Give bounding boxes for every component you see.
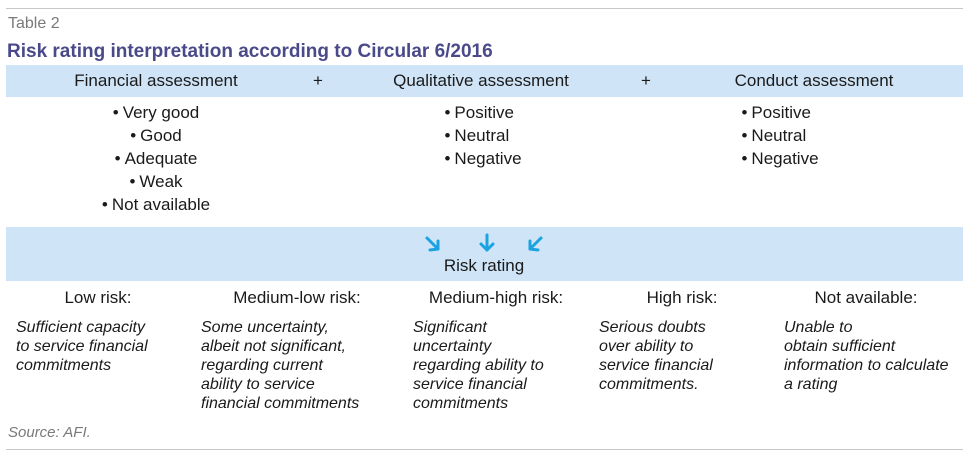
list-item: • Neutral	[444, 126, 510, 145]
list-item: • Very good	[112, 103, 200, 122]
table-title: Risk rating interpretation according to …	[7, 41, 493, 62]
list-item: • Negative	[741, 149, 819, 168]
list-item: • Negative	[444, 149, 522, 168]
rating-medium-low-risk-label: Medium-low risk:	[233, 288, 361, 307]
table-label: Table 2	[8, 15, 60, 32]
arrow-down-right-icon	[425, 236, 440, 252]
bullet-icon: •	[112, 103, 119, 122]
list-item: • Adequate	[114, 149, 198, 168]
risk-rating-band	[6, 227, 963, 281]
bullet-icon: •	[741, 103, 748, 122]
bottom-rule	[6, 449, 963, 450]
bullet-icon: •	[444, 103, 451, 122]
list-item: • Positive	[444, 103, 514, 122]
bullet-icon: •	[444, 149, 451, 168]
risk-rating-label: Risk rating	[443, 256, 525, 275]
bullet-icon: •	[129, 172, 136, 191]
financial-assessment-list: • Very good • Good • Adequate • Weak • Not av…	[102, 101, 210, 216]
bullet-icon: •	[101, 195, 108, 214]
bullet-icon: •	[130, 126, 137, 145]
arrow-down-left-icon	[528, 236, 543, 252]
rating-high-risk-description: Serious doubts over ability to service fin…	[599, 319, 713, 393]
list-item: • Neutral	[741, 126, 807, 145]
rating-medium-high-risk-description: Significant uncertainty regarding ability …	[413, 319, 544, 412]
qualitative-assessment-header: Qualitative assessment	[393, 71, 569, 90]
rating-not-available-label: Not available:	[814, 288, 918, 307]
rating-low-risk-description: Sufficient capacity to service financial c…	[16, 319, 148, 374]
rating-not-available-description: Unable to obtain sufficient information to…	[784, 319, 949, 393]
bullet-icon: •	[114, 149, 121, 168]
bullet-icon: •	[444, 126, 451, 145]
converging-arrows	[425, 233, 543, 252]
source-note: Source: AFI.	[8, 424, 91, 441]
plus-sign-1: +	[313, 71, 323, 90]
assessment-header-band	[6, 65, 963, 97]
rating-medium-low-risk-description: Some uncertainty, albeit not significant,…	[201, 319, 360, 412]
arrow-down-icon	[479, 233, 495, 252]
list-item: • Positive	[741, 103, 811, 122]
financial-assessment-header: Financial assessment	[74, 71, 238, 90]
top-rule	[6, 8, 963, 9]
conduct-assessment-header: Conduct assessment	[734, 71, 894, 90]
rating-high-risk-label: High risk:	[646, 288, 718, 307]
conduct-assessment-list: • Positive • Neutral • Negative	[741, 101, 818, 170]
bullet-icon: •	[741, 126, 748, 145]
plus-sign-2: +	[641, 71, 651, 90]
list-item: • Weak	[129, 172, 183, 191]
list-item: • Not available	[101, 195, 211, 214]
rating-medium-high-risk-label: Medium-high risk:	[428, 288, 564, 307]
rating-low-risk-label: Low risk:	[64, 288, 132, 307]
qualitative-assessment-list: • Positive • Neutral • Negative	[444, 101, 521, 170]
bullet-icon: •	[741, 149, 748, 168]
list-item: • Good	[130, 126, 182, 145]
